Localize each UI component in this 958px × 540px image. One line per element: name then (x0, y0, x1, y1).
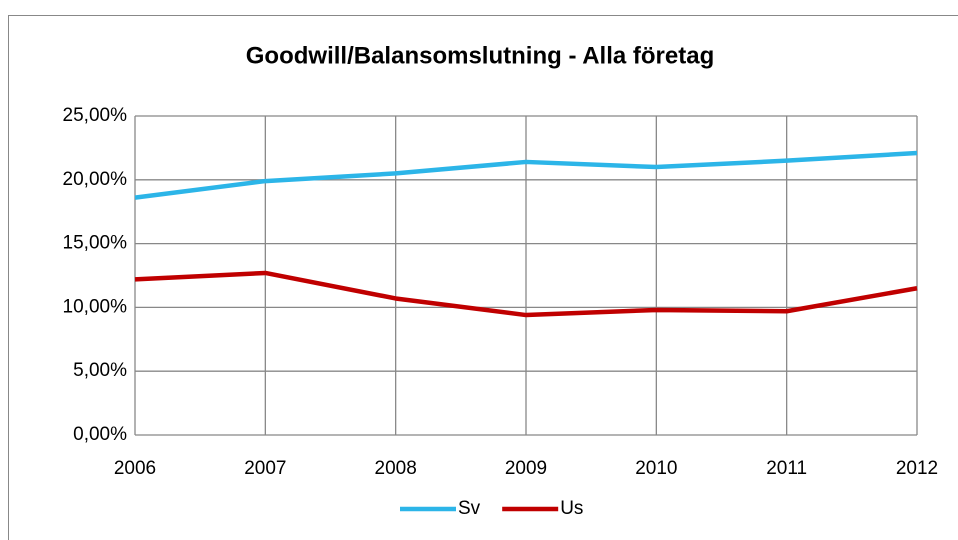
y-tick-label: 25,00% (63, 105, 128, 126)
x-tick-label: 2006 (114, 458, 156, 479)
y-tick-label: 20,00% (63, 169, 128, 190)
x-tick-label: 2012 (896, 458, 938, 479)
line-series (134, 270, 918, 318)
y-tick-label: 5,00% (73, 360, 127, 381)
legend-label: Sv (458, 498, 481, 519)
chart-title: Goodwill/Balansomslutning - Alla företag (246, 42, 714, 69)
y-tick-label: 15,00% (63, 233, 128, 254)
line-series (134, 150, 918, 200)
x-tick-label: 2010 (635, 458, 677, 479)
x-tick-label: 2011 (766, 458, 807, 479)
y-tick-label: 0,00% (73, 424, 127, 445)
legend-label: Us (560, 498, 583, 519)
y-tick-label: 10,00% (63, 296, 128, 317)
x-tick-label: 2009 (505, 458, 547, 479)
x-tick-label: 2008 (375, 458, 417, 479)
x-tick-label: 2007 (244, 458, 286, 479)
